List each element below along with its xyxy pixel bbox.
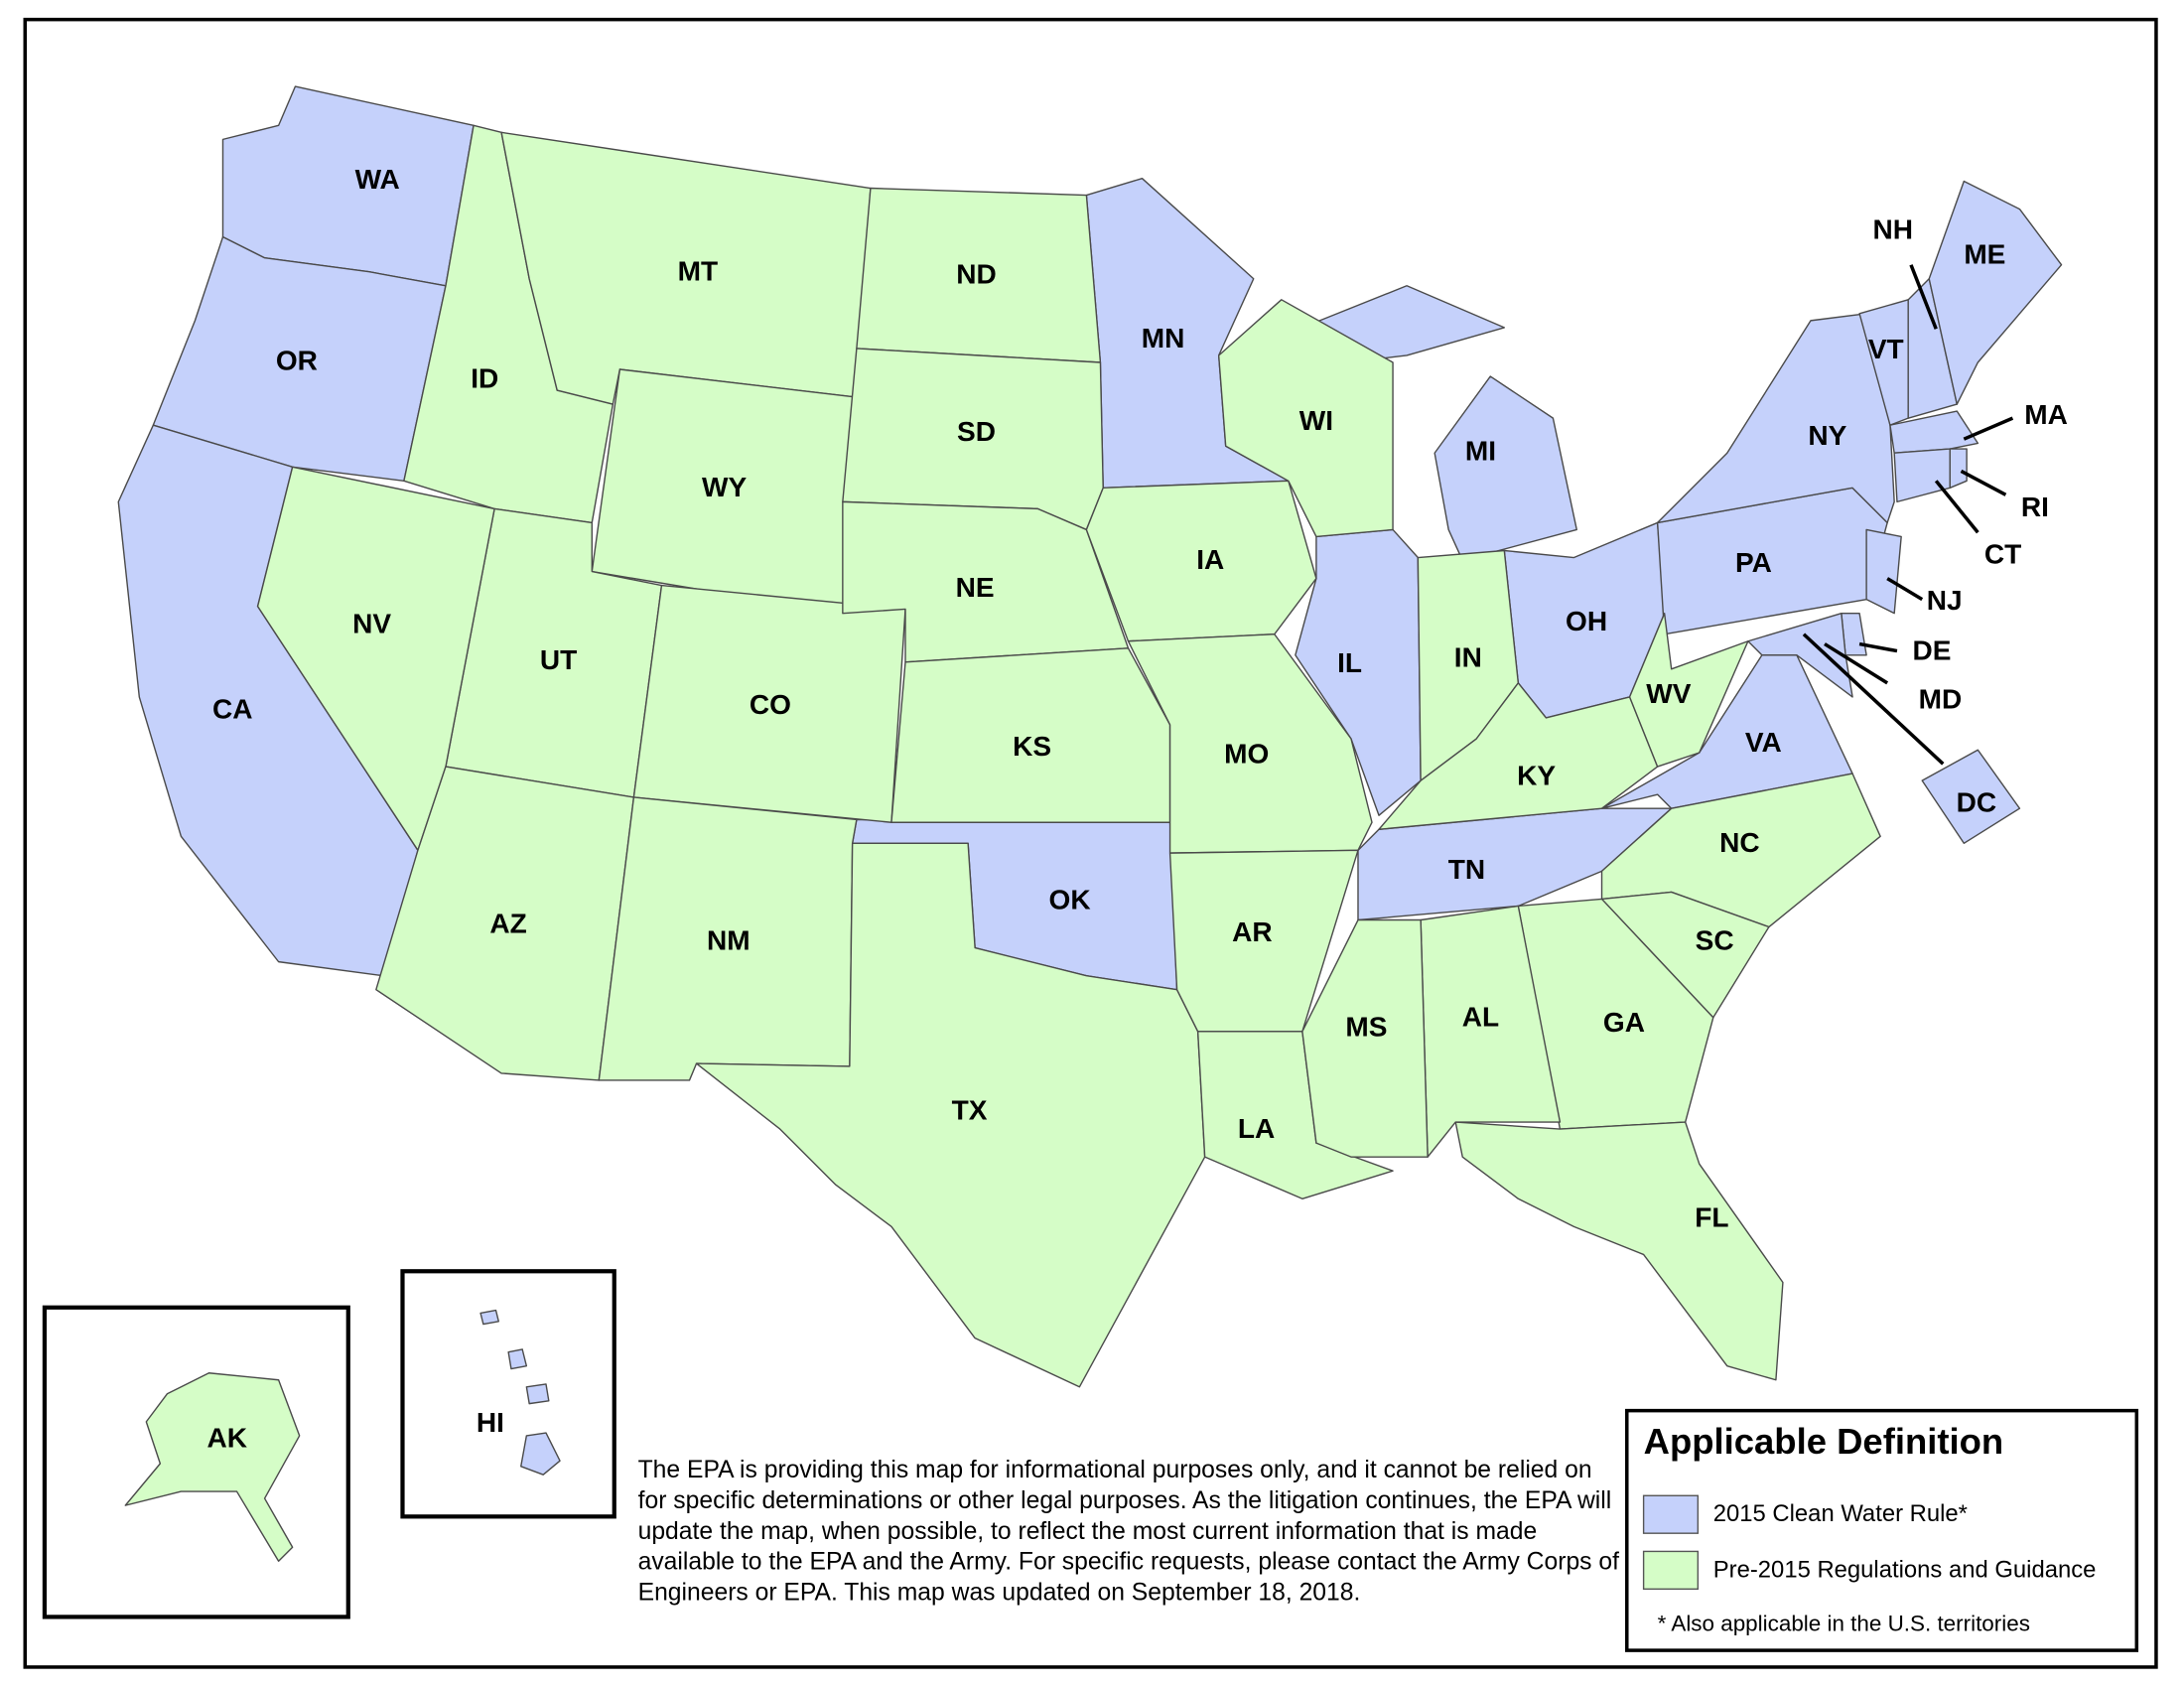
state-label: OH [1566,606,1607,636]
state-shape [695,842,1206,1388]
states [117,85,2063,1562]
state-label: MA [2024,399,2068,430]
legend-swatch [1642,1494,1700,1534]
state-label: OK [1049,885,1091,915]
state-label: AK [206,1423,247,1454]
disclaimer: The EPA is providing this map for inform… [637,1455,1619,1607]
leader-line [1963,416,2014,441]
state-label: NE [956,572,995,603]
legend-box [1625,1408,2139,1652]
state-shape [124,1372,301,1562]
legend-items: 2015 Clean Water Rule* Pre-2015 Regulatio… [1642,1494,2097,1591]
frame [23,17,2158,1669]
state-label: MD [1919,684,1963,715]
state-shape [1301,918,1429,1158]
state-label: WV [1646,678,1691,709]
state-label: TX [952,1095,988,1126]
legend-title: Applicable Definition [1644,1421,2004,1462]
state-label: NH [1873,213,1914,244]
state-label: MO [1224,738,1269,769]
state-label: WA [355,164,400,195]
state-label: AZ [489,909,526,939]
state-label: CO [750,689,791,720]
state-shape [1889,410,1979,454]
state-shape [1217,299,1394,538]
state-label: IL [1337,647,1362,678]
state-label: GA [1603,1007,1645,1038]
state-label: OR [276,345,318,375]
state-label: DE [1913,634,1952,665]
state-shape [520,1432,561,1476]
state-label: MS [1345,1011,1387,1042]
state-label: UT [540,644,577,675]
state-label: VA [1745,727,1782,758]
state-shape [525,1383,550,1405]
state-label: RI [2021,492,2049,522]
state-label: KS [1013,731,1051,762]
state-labels: WA OR CA MN MI IL OH TN OK PA NY NJ DE MD DC VA VT NH ME MA… [206,164,2067,1454]
legend-label: Pre-2015 Regulations and Guidance [1713,1556,2097,1583]
state-shape [1433,375,1577,562]
alaska-inset [42,1305,350,1619]
state-label: ME [1964,239,2005,270]
leader-line [1886,577,1924,602]
state-label: ID [471,363,498,394]
state-label: KY [1517,761,1556,791]
state-shape [1865,528,1902,615]
state-shape [1921,749,2021,844]
leader-line [1824,642,1889,685]
state-label: CT [1984,539,2021,570]
state-shape [1357,807,1673,921]
disclaimer-box: The EPA is providing this map for inform… [637,1455,1619,1607]
state-label: MI [1465,436,1496,467]
state-label: NM [707,924,751,955]
state-label: WI [1299,405,1333,436]
state-label: DC [1957,786,1997,817]
legend-swatch [1642,1550,1700,1591]
leader-line [1858,641,1898,653]
state-shape [479,1309,499,1326]
state-label: MT [678,256,718,287]
state-shape [1949,448,1968,490]
state-label: SD [957,416,996,447]
state-shape [1600,654,1853,809]
leader-line [1802,633,1945,766]
state-shape [1454,1121,1784,1381]
state-label: NC [1719,827,1760,858]
hawaii-inset [400,1269,616,1519]
state-label: LA [1238,1113,1275,1144]
state-label: MN [1142,323,1185,353]
state-shape [1127,633,1373,854]
state-label: PA [1735,547,1772,578]
state-shape [1928,180,2063,405]
state-label: NV [352,609,391,639]
leader-line [1909,264,1938,330]
state-label: ND [956,258,997,289]
legend-label: 2015 Clean Water Rule* [1713,1500,1968,1527]
state-label: IA [1196,544,1224,575]
leader-line [1960,469,2007,496]
state-label: HI [477,1407,504,1438]
state-shape [1295,528,1422,816]
state-label: NY [1808,420,1846,451]
state-label: VT [1868,334,1904,364]
state-label: NJ [1927,585,1963,616]
legend-footnote: * Also applicable in the U.S. territorie… [1658,1611,2030,1635]
legend: Applicable Definition 2015 Clean Water R… [1625,1408,2139,1652]
state-label: AR [1232,916,1273,947]
state-shape [1628,612,1749,768]
state-label: AL [1462,1002,1499,1033]
state-label: SC [1696,924,1734,955]
state-label: CA [212,693,253,724]
state-label: FL [1695,1202,1728,1233]
state-label: IN [1454,641,1482,672]
state-label: WY [702,472,747,502]
state-shape [507,1348,528,1370]
leader-line [1934,480,1979,534]
state-label: TN [1448,854,1485,885]
